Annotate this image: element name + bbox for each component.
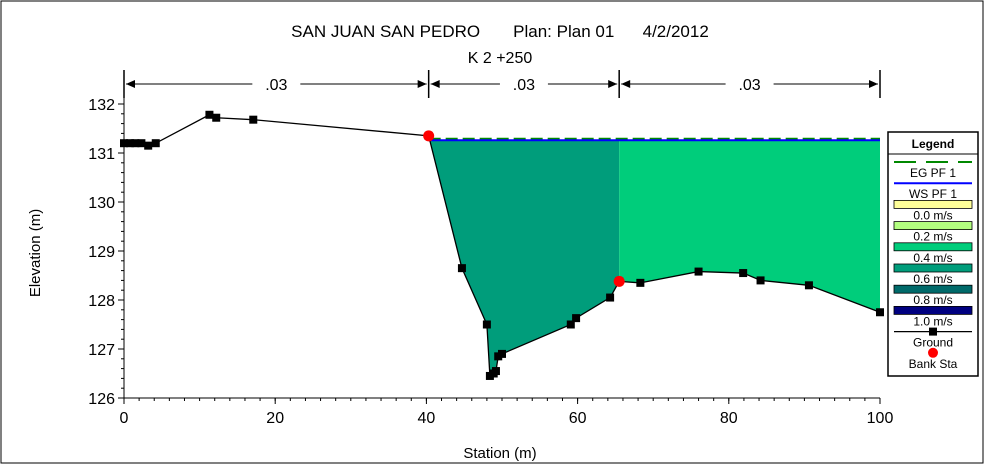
velocity-area-2: [619, 140, 880, 313]
legend-swatch-velocity: [893, 242, 973, 252]
y-tick-label-126: 126: [88, 391, 115, 408]
legend-label-4: 0.2 m/s: [913, 230, 952, 244]
ground-point: [491, 367, 500, 376]
y-axis-label: Elevation (m): [27, 209, 44, 297]
ground-point: [606, 293, 615, 302]
ground-point: [498, 349, 506, 358]
legend-label-6: 0.6 m/s: [913, 272, 952, 286]
ground-point: [804, 281, 813, 290]
chart-title: SAN JUAN SAN PEDRO Plan: Plan 01 4/2/201…: [291, 22, 709, 41]
x-tick-label-100: 100: [867, 410, 894, 427]
x-tick-label-80: 80: [720, 410, 738, 427]
ground-point: [126, 139, 135, 148]
velocity-area-1: [428, 135, 620, 376]
ground-point: [457, 264, 466, 273]
x-tick-label-40: 40: [418, 410, 436, 427]
legend-label-2: WS PF 1: [909, 187, 957, 201]
x-axis-label: Station (m): [463, 445, 536, 462]
manning-label-1: .03: [265, 77, 287, 94]
x-tick-label-0: 0: [120, 410, 129, 427]
manning-label-2: .03: [513, 77, 535, 94]
y-tick-label-129: 129: [88, 244, 115, 261]
ground-point: [694, 267, 703, 276]
legend-label-8: 1.0 m/s: [913, 314, 952, 328]
manning-arrow-right: [869, 80, 878, 88]
x-tick-label-60: 60: [569, 410, 587, 427]
legend-label-5: 0.4 m/s: [913, 251, 952, 265]
x-tick-label-20: 20: [266, 410, 284, 427]
manning-arrow-right: [608, 80, 618, 88]
ground-point: [151, 139, 160, 148]
manning-arrow-left: [126, 80, 135, 88]
ground-point: [756, 276, 765, 285]
bank-station-1: [423, 130, 435, 142]
y-tick-label-127: 127: [88, 342, 115, 359]
legend-swatch-ground-marker: [929, 327, 937, 336]
legend-label-7: 0.8 m/s: [913, 293, 952, 307]
manning-arrow-left: [621, 80, 631, 88]
ground-point: [572, 314, 581, 323]
ground-point: [739, 269, 748, 278]
chart-subtitle: K 2 +250: [468, 50, 533, 67]
ground-point: [249, 115, 258, 124]
y-tick-label-132: 132: [88, 97, 115, 114]
ground-point: [120, 139, 128, 148]
y-tick-label-130: 130: [88, 195, 115, 212]
y-tick-label-131: 131: [88, 146, 115, 163]
ground-point: [137, 139, 146, 148]
legend-swatch-velocity: [893, 199, 973, 209]
legend-swatch-velocity: [893, 305, 973, 315]
legend-swatch-velocity: [893, 284, 973, 294]
ground-point: [205, 110, 214, 119]
legend-label-10: Bank Sta: [909, 357, 958, 371]
legend-swatch-velocity: [893, 221, 973, 231]
ground-point: [876, 308, 884, 317]
legend-swatch-velocity: [893, 263, 973, 273]
legend-swatch-bank: [928, 347, 938, 358]
ground-point: [636, 278, 645, 287]
manning-arrow-left: [430, 80, 440, 88]
legend-title: Legend: [912, 137, 955, 151]
ground-point: [212, 113, 221, 122]
ground-point: [144, 141, 153, 150]
legend-label-9: Ground: [913, 336, 953, 350]
ground-point: [131, 139, 140, 148]
legend-label-1: EG PF 1: [910, 166, 956, 180]
bank-station-2: [613, 275, 625, 287]
manning-label-3: .03: [738, 77, 760, 94]
ground-point: [482, 320, 491, 329]
manning-arrow-right: [417, 80, 427, 88]
y-tick-label-128: 128: [88, 293, 115, 310]
legend-label-3: 0.0 m/s: [913, 208, 952, 222]
ground-point: [566, 320, 575, 329]
